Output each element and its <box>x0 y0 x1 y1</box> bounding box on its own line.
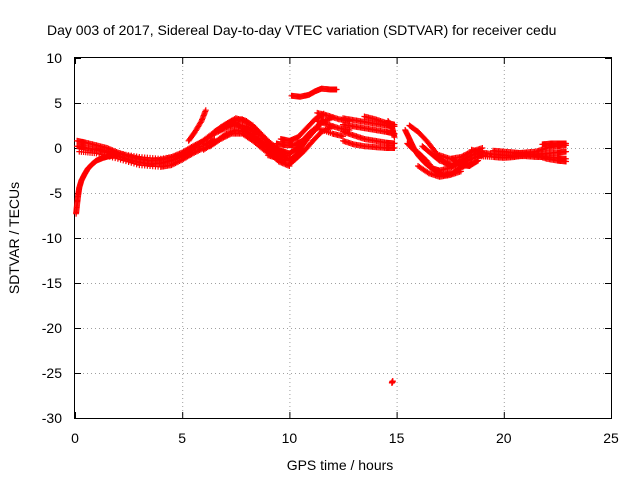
data-point <box>173 159 180 166</box>
data-point <box>260 133 267 140</box>
y-tick-label: -5 <box>50 185 63 201</box>
data-point <box>562 140 569 147</box>
x-tick-label: 5 <box>178 430 186 446</box>
data-point <box>262 135 269 142</box>
data-point <box>176 158 183 165</box>
data-point <box>389 378 396 385</box>
data-point <box>175 158 182 165</box>
data-point <box>254 127 261 133</box>
y-tick-label: 10 <box>46 50 62 66</box>
data-point <box>197 119 204 126</box>
x-tick-label: 25 <box>603 430 619 446</box>
data-point <box>181 150 188 157</box>
data-point <box>255 128 262 135</box>
y-tick-label: 0 <box>54 140 62 156</box>
y-tick-labels: -30 -25 -20 -15 -10 -5 0 5 10 <box>42 50 62 426</box>
data-point <box>171 160 178 167</box>
data-point <box>221 133 228 140</box>
data-point <box>128 159 135 166</box>
data-point <box>562 158 569 165</box>
x-tick-labels: 0 5 10 15 20 25 <box>71 430 619 446</box>
data-point <box>256 129 263 136</box>
data-point <box>120 157 127 164</box>
y-tick-label: -15 <box>42 275 62 291</box>
y-tick-label: -25 <box>42 365 62 381</box>
data-point <box>187 148 194 155</box>
series-start-drop <box>73 152 121 217</box>
data-point <box>463 151 470 158</box>
series-afternoon-block <box>340 113 398 151</box>
data-point <box>457 154 464 160</box>
data-point <box>474 158 480 165</box>
data-point <box>106 153 113 160</box>
data-point <box>391 145 398 151</box>
x-axis-label: GPS time / hours <box>287 457 394 473</box>
y-tick-label: -10 <box>42 230 62 246</box>
data-point <box>224 132 231 139</box>
data-point <box>457 168 464 175</box>
data-point <box>465 149 472 156</box>
data-point <box>258 131 265 138</box>
data-point <box>333 86 340 93</box>
data-point <box>122 158 129 165</box>
data-point <box>461 151 468 158</box>
y-tick-label: -30 <box>42 410 62 426</box>
data-point <box>562 148 569 155</box>
plot-border <box>74 57 612 419</box>
data-point <box>125 158 132 165</box>
chart-title: Day 003 of 2017, Sidereal Day-to-day VTE… <box>47 22 556 38</box>
data-point <box>459 153 466 160</box>
x-tick-label: 0 <box>71 430 79 446</box>
series-elevated-segment <box>288 85 340 100</box>
data-point <box>391 134 398 141</box>
x-tick-label: 10 <box>282 430 298 446</box>
data-point <box>168 162 175 169</box>
data-point <box>219 135 226 142</box>
x-tick-label: 15 <box>389 430 405 446</box>
data-point <box>220 134 227 141</box>
data-point <box>424 169 431 176</box>
data-point <box>464 150 471 157</box>
series-late-flat <box>468 140 569 165</box>
data-point <box>227 131 234 138</box>
y-tick-label: -20 <box>42 320 62 336</box>
data-point <box>112 155 119 162</box>
data-point <box>130 160 137 167</box>
data-point <box>117 156 124 163</box>
data-point <box>460 152 467 159</box>
series-midday <box>264 109 353 168</box>
data-point <box>259 132 266 139</box>
series-outlier <box>388 378 396 386</box>
y-tick-label: 5 <box>54 95 62 111</box>
y-axis-label: SDTVAR / TECUs <box>6 182 22 294</box>
data-point <box>172 160 179 167</box>
data-point <box>202 107 209 114</box>
data-point <box>217 136 224 142</box>
data-point <box>114 155 121 162</box>
x-tick-label: 20 <box>496 430 512 446</box>
data-point <box>184 149 191 156</box>
grid-lines <box>75 58 611 418</box>
data-points <box>73 85 569 386</box>
data-point <box>179 152 186 159</box>
data-point <box>169 161 176 168</box>
data-point <box>223 133 230 140</box>
series-early-band <box>74 136 218 170</box>
data-point <box>225 131 232 138</box>
data-point <box>109 154 116 161</box>
data-point <box>133 161 140 168</box>
series-evening-dip <box>402 122 486 180</box>
